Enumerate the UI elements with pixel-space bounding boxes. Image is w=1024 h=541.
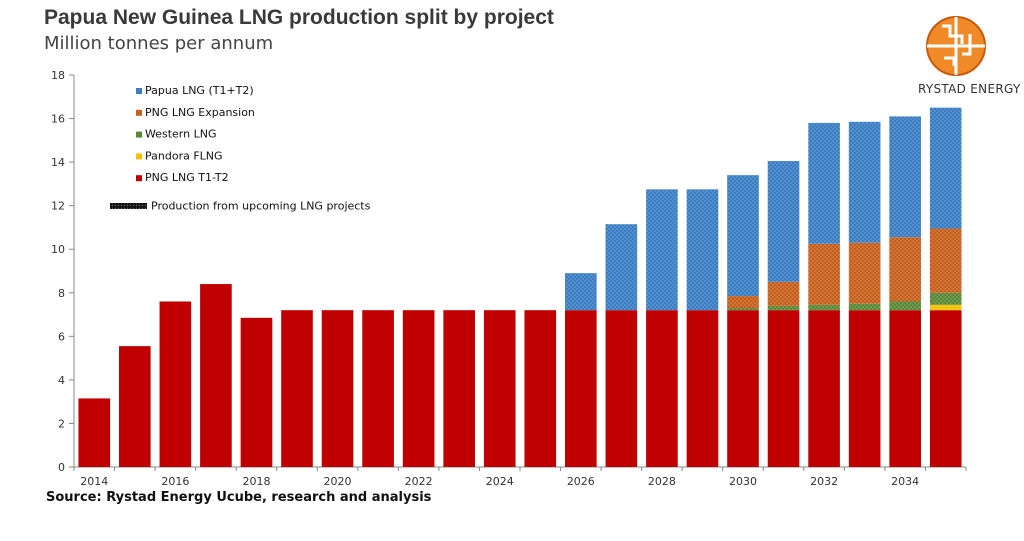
x-tick-label: 2032 xyxy=(810,475,838,488)
bar-png-lng-t1-t2-2018 xyxy=(240,317,273,467)
bar-png-lng-t1-t2-2020 xyxy=(321,310,354,467)
x-tick-label: 2018 xyxy=(242,475,270,488)
bar-pattern-papua-lng-t1-t2-2027 xyxy=(605,224,638,311)
legend-label: PNG LNG Expansion xyxy=(145,106,255,119)
bar-pattern-papua-lng-t1-t2-2029 xyxy=(686,189,719,311)
bar-png-lng-t1-t2-2027 xyxy=(605,310,638,467)
bar-pattern-png-lng-expansion-2034 xyxy=(889,237,921,302)
x-tick-label: 2026 xyxy=(567,475,595,488)
bar-pattern-papua-lng-t1-t2-2035 xyxy=(929,107,962,229)
legend-label: Production from upcoming LNG projects xyxy=(151,200,371,213)
bar-pattern-png-lng-expansion-2035 xyxy=(929,228,962,293)
bar-pattern-western-lng-2035 xyxy=(929,292,962,305)
legend-swatch xyxy=(136,109,142,116)
chart-title: Papua New Guinea LNG production split by… xyxy=(44,6,554,29)
bar-png-lng-t1-t2-2026 xyxy=(565,310,597,467)
bar-pattern-western-lng-2031 xyxy=(767,305,800,311)
bar-png-lng-t1-t2-2034 xyxy=(889,310,921,467)
x-tick-label: 2034 xyxy=(891,475,919,488)
legend-swatch-upcoming xyxy=(110,203,147,209)
y-tick-label: 6 xyxy=(58,330,65,343)
legend-swatch xyxy=(136,153,142,160)
bar-png-lng-t1-t2-2019 xyxy=(281,310,313,467)
legend-label: Papua LNG (T1+T2) xyxy=(145,84,254,97)
bar-pattern-png-lng-expansion-2031 xyxy=(767,281,800,306)
bar-png-lng-t1-t2-2028 xyxy=(646,310,678,467)
bar-png-lng-t1-t2-2022 xyxy=(402,310,435,467)
bar-png-lng-t1-t2-2016 xyxy=(159,301,192,467)
source-note: Source: Rystad Energy Ucube, research an… xyxy=(46,490,432,505)
legend-swatch xyxy=(136,131,142,138)
bar-png-lng-t1-t2-2015 xyxy=(119,346,151,467)
rystad-energy-logo-icon xyxy=(926,16,986,76)
bar-pattern-papua-lng-t1-t2-2028 xyxy=(646,189,678,311)
chart-subtitle: Million tonnes per annum xyxy=(44,33,274,54)
legend-label: Western LNG xyxy=(145,128,217,141)
legend: Papua LNG (T1+T2) PNG LNG Expansion Wester… xyxy=(110,84,371,213)
y-tick-label: 16 xyxy=(51,113,65,126)
bar-png-lng-t1-t2-2029 xyxy=(686,310,719,467)
y-tick-label: 12 xyxy=(51,200,65,213)
x-tick-label: 2030 xyxy=(729,475,757,488)
bar-pattern-png-lng-expansion-2030 xyxy=(727,296,759,309)
x-tick-label: 2020 xyxy=(324,475,352,488)
bar-pattern-papua-lng-t1-t2-2026 xyxy=(565,273,597,311)
legend-label: Pandora FLNG xyxy=(145,149,223,162)
bar-pattern-papua-lng-t1-t2-2034 xyxy=(889,116,921,238)
bar-pattern-png-lng-expansion-2032 xyxy=(808,243,840,305)
legend-label: PNG LNG T1-T2 xyxy=(145,171,229,184)
bar-pattern-western-lng-2030 xyxy=(727,308,759,311)
y-tick-label: 14 xyxy=(51,156,65,169)
bar-png-lng-t1-t2-2032 xyxy=(808,310,840,467)
bar-png-lng-t1-t2-2023 xyxy=(443,310,475,467)
y-tick-label: 0 xyxy=(58,461,65,474)
bar-pattern-papua-lng-t1-t2-2031 xyxy=(767,161,800,282)
bar-png-lng-t1-t2-2024 xyxy=(483,310,516,467)
y-tick-label: 4 xyxy=(58,374,65,387)
bar-pattern-western-lng-2033 xyxy=(848,303,881,311)
x-tick-label: 2028 xyxy=(648,475,676,488)
x-tick-label: 2016 xyxy=(161,475,189,488)
bar-pattern-papua-lng-t1-t2-2030 xyxy=(727,175,759,297)
bar-pattern-png-lng-expansion-2033 xyxy=(848,242,881,304)
x-tick-label: 2022 xyxy=(405,475,433,488)
bars xyxy=(78,107,962,467)
x-tick-label: 2024 xyxy=(486,475,514,488)
bar-pattern-pandora-flng-2035 xyxy=(929,304,962,311)
x-tick-label: 2014 xyxy=(80,475,108,488)
bar-pattern-papua-lng-t1-t2-2033 xyxy=(848,121,881,243)
legend-swatch xyxy=(136,175,142,182)
brand-name: RYSTAD ENERGY xyxy=(918,82,1021,96)
y-tick-label: 10 xyxy=(51,243,65,256)
bar-png-lng-t1-t2-2030 xyxy=(727,310,759,467)
legend-swatch xyxy=(136,88,142,94)
y-tick-label: 2 xyxy=(58,417,65,430)
y-tick-label: 8 xyxy=(58,287,65,300)
bar-pattern-western-lng-2032 xyxy=(808,304,840,311)
bar-png-lng-t1-t2-2014 xyxy=(78,398,111,467)
bar-png-lng-t1-t2-2021 xyxy=(362,310,394,467)
y-tick-label: 18 xyxy=(51,69,65,82)
bar-pattern-western-lng-2034 xyxy=(889,301,921,311)
bar-png-lng-t1-t2-2033 xyxy=(848,310,881,467)
bar-png-lng-t1-t2-2035 xyxy=(929,310,962,467)
bar-png-lng-t1-t2-2017 xyxy=(200,284,232,467)
bar-pattern-papua-lng-t1-t2-2032 xyxy=(808,122,840,244)
bar-png-lng-t1-t2-2025 xyxy=(524,310,557,467)
bar-png-lng-t1-t2-2031 xyxy=(767,310,800,467)
